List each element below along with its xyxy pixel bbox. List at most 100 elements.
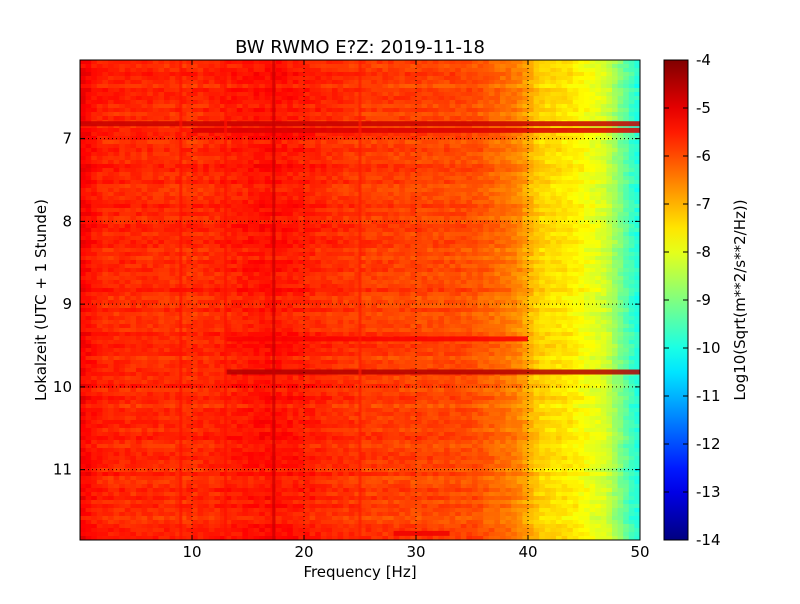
heatmap-cell xyxy=(450,244,456,249)
heatmap-cell xyxy=(158,80,164,85)
heatmap-cell xyxy=(416,244,422,249)
heatmap-cell xyxy=(203,224,209,229)
heatmap-cell xyxy=(282,84,288,89)
heatmap-cell xyxy=(539,144,545,149)
heatmap-cell xyxy=(321,228,327,233)
heatmap-cell xyxy=(231,116,237,121)
heatmap-cell xyxy=(371,164,377,169)
heatmap-cell xyxy=(338,100,344,105)
heatmap-cell xyxy=(259,104,265,109)
heatmap-cell xyxy=(399,200,405,205)
heatmap-cell xyxy=(287,164,293,169)
heatmap-cell xyxy=(618,88,624,93)
heatmap-cell xyxy=(119,168,125,173)
heatmap-cell xyxy=(293,200,299,205)
heatmap-cell xyxy=(114,148,120,153)
heatmap-cell xyxy=(287,148,293,153)
heatmap-cell xyxy=(478,172,484,177)
heatmap-cell xyxy=(343,172,349,177)
heatmap-cell xyxy=(293,184,299,189)
heatmap-cell xyxy=(528,156,534,161)
heatmap-cell xyxy=(612,100,618,105)
heatmap-cell xyxy=(310,184,316,189)
heatmap-cell xyxy=(618,140,624,145)
heatmap-cell xyxy=(450,180,456,185)
heatmap-cell xyxy=(573,112,579,117)
heatmap-cell xyxy=(578,196,584,201)
heatmap-cell xyxy=(371,100,377,105)
heatmap-cell xyxy=(606,192,612,197)
heatmap-cell xyxy=(606,208,612,213)
heatmap-cell xyxy=(198,248,204,253)
heatmap-cell xyxy=(483,232,489,237)
heatmap-cell xyxy=(573,236,579,241)
heatmap-cell xyxy=(114,92,120,97)
heatmap-cell xyxy=(214,212,220,217)
heatmap-cell xyxy=(377,188,383,193)
heatmap-cell xyxy=(254,176,260,181)
heatmap-cell xyxy=(102,180,108,185)
heatmap-cell xyxy=(489,236,495,241)
heatmap-cell xyxy=(500,252,506,257)
heatmap-cell xyxy=(231,112,237,117)
heatmap-cell xyxy=(618,152,624,157)
heatmap-cell xyxy=(102,184,108,189)
heatmap-cell xyxy=(214,232,220,237)
heatmap-cell xyxy=(618,164,624,169)
heatmap-cell xyxy=(343,196,349,201)
heatmap-cell xyxy=(338,248,344,253)
heatmap-cell xyxy=(209,112,215,117)
chart-title: BW RWMO E?Z: 2019-11-18 xyxy=(235,37,485,58)
heatmap-cell xyxy=(136,152,142,157)
heatmap-cell xyxy=(489,76,495,81)
heatmap-cell xyxy=(86,176,92,181)
heatmap-cell xyxy=(282,232,288,237)
heatmap-cell xyxy=(86,60,92,65)
heatmap-cell xyxy=(595,144,601,149)
heatmap-cell xyxy=(539,108,545,113)
heatmap-cell xyxy=(254,244,260,249)
heatmap-cell xyxy=(450,64,456,69)
heatmap-cell xyxy=(315,220,321,225)
heatmap-cell xyxy=(164,232,170,237)
heatmap-cell xyxy=(438,100,444,105)
heatmap-cell xyxy=(382,196,388,201)
heatmap-cell xyxy=(349,252,355,257)
heatmap-cell xyxy=(315,100,321,105)
heatmap-cell xyxy=(612,60,618,65)
heatmap-cell xyxy=(332,108,338,113)
heatmap-cell xyxy=(483,112,489,117)
heatmap-cell xyxy=(102,68,108,73)
heatmap-cell xyxy=(483,216,489,221)
heatmap-cell xyxy=(338,232,344,237)
heatmap-cell xyxy=(192,100,198,105)
heatmap-cell xyxy=(119,200,125,205)
heatmap-cell xyxy=(282,216,288,221)
heatmap-cell xyxy=(142,256,148,261)
heatmap-cell xyxy=(416,88,422,93)
heatmap-cell xyxy=(326,220,332,225)
heatmap-cell xyxy=(461,212,467,217)
heatmap-cell xyxy=(416,192,422,197)
heatmap-cell xyxy=(567,100,573,105)
heatmap-cell xyxy=(136,108,142,113)
heatmap-cell xyxy=(455,252,461,257)
heatmap-cell xyxy=(545,152,551,157)
heatmap-cell xyxy=(500,176,506,181)
heatmap-cell xyxy=(242,100,248,105)
heatmap-cell xyxy=(567,228,573,233)
heatmap-cell xyxy=(433,136,439,141)
heatmap-cell xyxy=(119,108,125,113)
heatmap-cell xyxy=(332,64,338,69)
heatmap-cell xyxy=(500,220,506,225)
heatmap-cell xyxy=(102,96,108,101)
heatmap-cell xyxy=(394,184,400,189)
heatmap-cell xyxy=(466,156,472,161)
heatmap-cell xyxy=(590,220,596,225)
heatmap-cell xyxy=(304,180,310,185)
heatmap-cell xyxy=(203,96,209,101)
heatmap-cell xyxy=(595,212,601,217)
heatmap-cell xyxy=(321,100,327,105)
heatmap-cell xyxy=(338,76,344,81)
heatmap-cell xyxy=(209,216,215,221)
